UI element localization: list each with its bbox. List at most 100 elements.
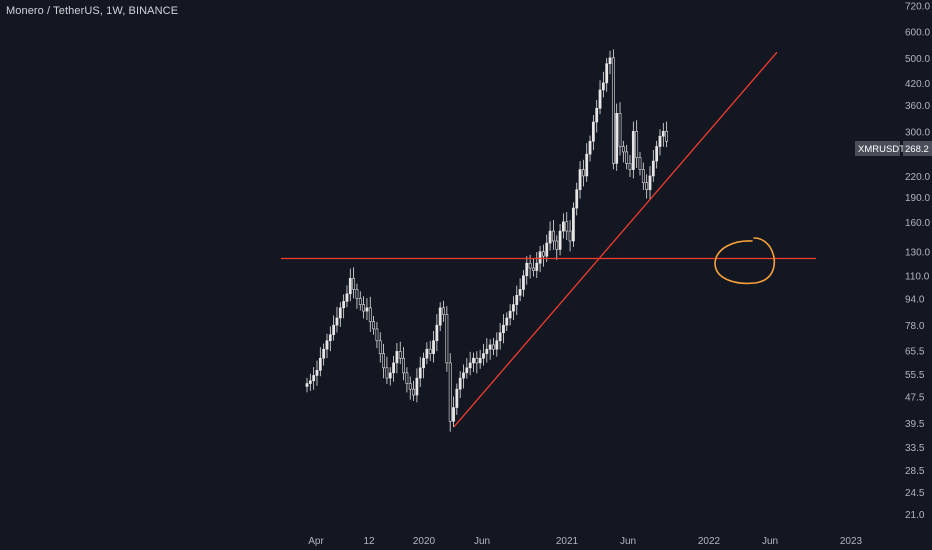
candles-layer (305, 49, 669, 432)
candle-body (552, 230, 555, 242)
candle-body (458, 377, 462, 390)
candle-body (465, 367, 469, 374)
y-tick-label: 500.0 (905, 54, 930, 65)
candle-body (621, 146, 625, 153)
x-tick-label: 2023 (840, 536, 863, 547)
y-tick-label: 94.0 (905, 294, 925, 305)
candle-body (618, 113, 622, 147)
candle-body (482, 353, 485, 359)
candle-body (338, 307, 342, 319)
last-price-badge-value: 268.2 (905, 144, 929, 155)
candle-body (542, 251, 545, 257)
candle-body (485, 348, 489, 354)
candle-body (528, 262, 532, 269)
chart-title: Monero / TetherUS, 1W, BINANCE (6, 5, 179, 17)
symbol-badge-bg (855, 141, 900, 156)
ascending-trend-line (453, 51, 778, 428)
candle-body (395, 351, 399, 364)
candle-body (548, 230, 552, 244)
time-axis[interactable]: Apr 12 2020 Jun 2021 Jun 2022 Jun 2023 (308, 536, 862, 547)
candle-body (362, 304, 366, 312)
candle-body (385, 367, 389, 379)
symbol-badge-label: XMRUSDT (858, 144, 905, 155)
candle-body (598, 89, 602, 109)
candle-body (665, 131, 669, 142)
candle-body (538, 251, 542, 264)
candle-body (322, 348, 326, 359)
candle-body (412, 388, 415, 396)
candle-body (355, 289, 359, 299)
candle-body (305, 383, 309, 387)
candle-body (422, 357, 425, 369)
candle-body (601, 82, 605, 91)
candle-body (358, 298, 362, 305)
candle-body (635, 131, 639, 158)
candle-body (378, 340, 382, 354)
candle-body (558, 230, 562, 250)
candle-body (472, 357, 475, 364)
candle-body (402, 357, 405, 374)
candle-body (365, 307, 369, 312)
candle-body (325, 340, 329, 350)
y-tick-label: 55.5 (905, 370, 925, 381)
candle-body (488, 344, 492, 350)
candle-body (532, 267, 535, 271)
x-tick-label: Jun (620, 536, 636, 547)
candle-body (398, 351, 402, 359)
candle-body (445, 314, 449, 364)
candle-body (452, 407, 455, 422)
candle-body (375, 328, 379, 342)
candle-body (468, 362, 472, 369)
y-tick-label: 24.5 (905, 488, 925, 499)
drawings-layer (281, 51, 816, 428)
y-tick-label: 420.0 (905, 79, 930, 90)
candle-body (518, 289, 522, 296)
candle-body (655, 146, 659, 162)
candle-body (658, 135, 662, 147)
price-axis[interactable]: 720.0600.0500.0420.0360.0300.0260.0220.0… (905, 1, 930, 521)
candle-body (522, 275, 525, 290)
candle-body (638, 157, 642, 170)
candle-body (495, 340, 499, 350)
candle-body (332, 324, 336, 336)
y-tick-label: 21.0 (905, 510, 925, 521)
candle-body (588, 140, 592, 155)
y-tick-label: 39.5 (905, 419, 925, 430)
candle-body (615, 113, 619, 164)
candle-body (418, 367, 422, 379)
candle-body (335, 317, 339, 326)
x-tick-label: Apr (308, 536, 324, 547)
x-tick-label: 2022 (698, 536, 721, 547)
candle-body (562, 221, 565, 232)
y-tick-label: 28.5 (905, 466, 925, 477)
y-tick-label: 33.5 (905, 443, 925, 454)
candle-body (568, 230, 572, 242)
price-badge: XMRUSDT 268.2 (855, 141, 932, 156)
y-tick-label: 360.0 (905, 101, 930, 112)
candle-body (318, 357, 322, 371)
candle-body (651, 160, 655, 177)
candle-body (438, 307, 442, 326)
x-tick-label: Jun (762, 536, 778, 547)
candle-body (591, 121, 595, 142)
x-tick-label: 12 (363, 536, 375, 547)
y-tick-label: 110.0 (905, 272, 930, 283)
candle-body (581, 169, 585, 177)
last-price-badge-bg (903, 141, 932, 156)
y-tick-label: 720.0 (905, 1, 930, 12)
candle-body (661, 131, 665, 137)
y-tick-label: 600.0 (905, 28, 930, 39)
candle-body (368, 307, 372, 322)
candle-body (628, 163, 632, 170)
candle-body (605, 63, 609, 84)
candle-body (508, 310, 512, 319)
candle-body (308, 380, 312, 384)
candle-body (428, 348, 432, 354)
candle-body (462, 372, 465, 379)
candle-body (502, 324, 505, 334)
candle-body (645, 182, 649, 190)
candle-body (448, 362, 452, 422)
y-tick-label: 160.0 (905, 218, 930, 229)
